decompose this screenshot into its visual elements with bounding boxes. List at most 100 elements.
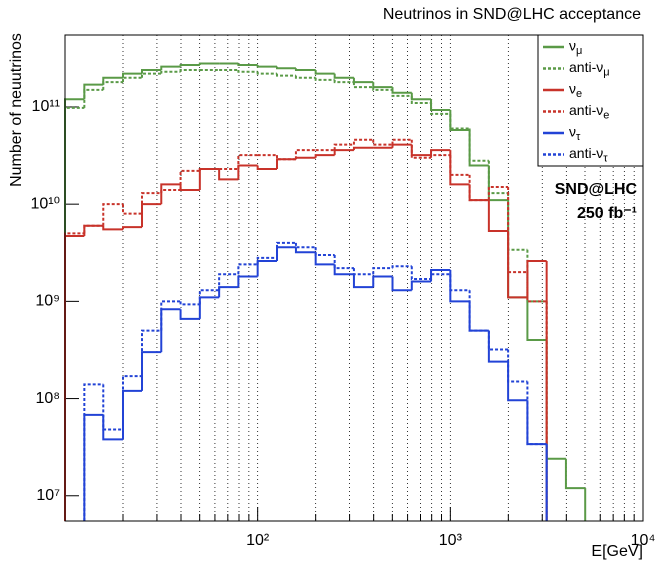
histogram-bin: [410, 266, 432, 280]
y-tick-label: 10⁹: [35, 293, 60, 310]
histogram-bin: [141, 69, 162, 74]
annotation: SND@LHC: [555, 181, 638, 198]
histogram-bin: [83, 224, 104, 234]
legend-label: anti-νe: [569, 102, 609, 121]
histogram-bin: [372, 87, 393, 91]
histogram-bin: [276, 66, 296, 70]
histogram-bin: [391, 276, 412, 292]
histogram-bin: [314, 154, 335, 158]
y-axis-label: Number of neuutrinos: [8, 33, 25, 187]
y-tick-label: 10¹⁰: [30, 195, 60, 212]
histogram-bin: [237, 70, 258, 73]
legend-box: [537, 34, 644, 167]
histogram-bin: [372, 275, 393, 288]
histogram-bin: [449, 274, 470, 292]
histogram-bin: [468, 290, 489, 332]
histogram-bin: [314, 77, 335, 81]
histogram-bin: [121, 72, 143, 78]
histogram-bin: [237, 63, 258, 67]
histogram-bin: [276, 73, 296, 77]
x-axis-label: E[GeV]: [591, 543, 643, 560]
histogram-bin: [352, 138, 374, 145]
histogram-bin: [179, 309, 200, 320]
histogram-bin: [333, 149, 354, 156]
histogram-bin: [314, 252, 335, 266]
histogram-bin: [237, 164, 258, 180]
histogram-bin: [141, 203, 162, 228]
histogram-bin: [179, 169, 200, 190]
histogram-bin: [352, 274, 374, 289]
histogram-bin: [391, 138, 412, 145]
x-tick-label: 10²: [246, 532, 270, 549]
histogram-bin: [198, 168, 220, 171]
histogram-bin: [121, 76, 143, 83]
x-tick-label: 10⁴: [631, 532, 656, 549]
histogram-bin: [468, 128, 489, 162]
histogram-bin: [256, 65, 278, 68]
legend-label: anti-ντ: [569, 145, 608, 164]
histogram-bin: [179, 64, 200, 67]
histogram-bin: [102, 225, 123, 231]
histogram-bin: [179, 69, 200, 72]
histogram-bin: [102, 203, 123, 226]
histogram-bin: [391, 89, 412, 97]
histogram-bin: [391, 265, 412, 269]
histogram-bin: [487, 330, 509, 351]
histogram-bin: [160, 188, 181, 194]
histogram-bin: [141, 351, 162, 391]
histogram-bin: [102, 414, 123, 441]
histogram-bin: [352, 82, 374, 89]
histogram-bin: [83, 383, 104, 521]
histogram-bin: [487, 186, 509, 201]
histogram-bin: [141, 192, 162, 214]
histogram-bin: [294, 247, 316, 254]
histogram-bin: [430, 273, 451, 279]
histogram-bin: [198, 289, 220, 305]
histogram-bin: [526, 381, 547, 446]
histogram-bin: [256, 260, 278, 277]
histogram-bin: [430, 154, 451, 158]
histogram-bin: [237, 263, 258, 275]
histogram-bin: [141, 72, 162, 78]
histogram-bin: [141, 329, 162, 377]
histogram-bin: [333, 143, 354, 151]
histogram-bin: [121, 375, 143, 430]
histogram-bin: [352, 146, 374, 151]
chart-title: Neutrinos in SND@LHC acceptance: [383, 6, 641, 23]
histogram-bin: [410, 95, 432, 104]
histogram-bin: [430, 102, 451, 115]
histogram-bin: [410, 280, 432, 291]
plot-frame: [64, 34, 644, 522]
histogram-bin: [276, 155, 296, 161]
histogram-bin: [218, 273, 239, 291]
histogram-bin: [160, 70, 181, 74]
histogram-bin: [218, 169, 239, 181]
histogram-bin: [160, 65, 181, 71]
histogram-bin: [160, 183, 181, 205]
histogram-bin: [333, 73, 354, 79]
histogram-bin: [237, 154, 258, 170]
histogram-bin: [256, 71, 278, 75]
x-tick-label: 10³: [439, 532, 463, 549]
y-tick-label: 10⁷: [36, 487, 60, 504]
histogram-bin: [526, 260, 547, 298]
histogram-bin: [102, 384, 123, 431]
histogram-bin: [333, 254, 354, 270]
histogram-bin: [468, 174, 489, 202]
histogram-bin: [294, 68, 316, 72]
histogram-bin: [83, 83, 104, 100]
histogram-bin: [410, 92, 432, 101]
histogram-bin: [526, 297, 547, 342]
histogram-bin: [294, 242, 316, 249]
histogram-bin: [179, 301, 200, 306]
histogram-bin: [487, 200, 509, 232]
histogram-bin: [121, 226, 143, 230]
histogram-bin: [256, 256, 278, 265]
histogram-bin: [507, 187, 528, 274]
histogram-bin: [121, 204, 143, 215]
histogram-bin: [468, 129, 489, 167]
histogram-bin: [391, 143, 412, 148]
histogram-bin: [449, 113, 470, 130]
histogram-bin: [276, 241, 296, 258]
